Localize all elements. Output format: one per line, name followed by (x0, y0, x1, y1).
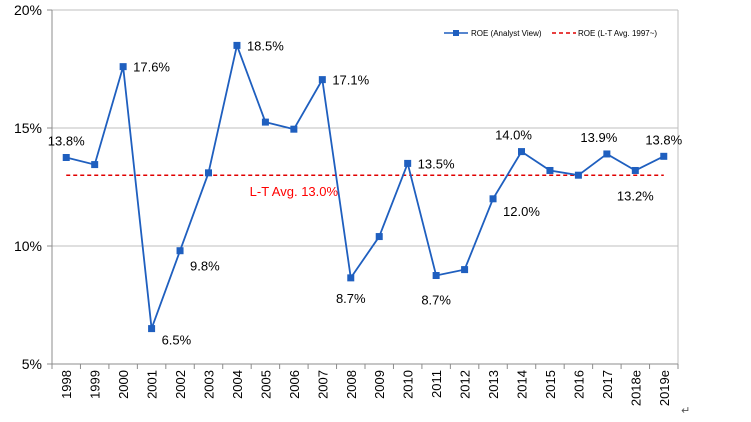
roe-point (375, 233, 383, 241)
roe-point (148, 325, 156, 333)
x-tick-label: 2013 (486, 370, 501, 399)
roe-line (66, 42, 665, 329)
x-tick-label: 2005 (258, 370, 273, 399)
roe-point (603, 150, 611, 158)
roe-point (461, 266, 469, 274)
data-label: 18.5% (247, 38, 284, 53)
x-tick-label: 2009 (372, 370, 387, 399)
roe-point (347, 274, 355, 282)
return-mark-icon: ↵ (681, 404, 691, 417)
x-tick-label: 1998 (59, 370, 74, 399)
legend-avg-label: ROE (L-T Avg. 1997~) (578, 29, 657, 38)
y-tick-label: 10% (14, 238, 42, 254)
x-tick-label: 2002 (173, 370, 188, 399)
roe-point (91, 161, 99, 169)
x-tick-label: 2011 (429, 370, 444, 398)
roe-point (574, 171, 582, 179)
legend-roe-marker (453, 30, 459, 36)
roe-point (62, 154, 70, 161)
legend-roe-label: ROE (Analyst View) (471, 29, 542, 38)
roe-point (518, 148, 525, 156)
roe-point (119, 63, 127, 71)
x-tick-label: 2015 (543, 370, 558, 399)
roe-point (660, 152, 668, 160)
roe-point (233, 41, 241, 49)
roe-point (261, 118, 269, 126)
data-label: 9.8% (190, 259, 220, 274)
roe-point (432, 272, 440, 279)
roe-point (205, 169, 212, 177)
data-label: 8.7% (336, 291, 366, 306)
data-label: 13.5% (418, 156, 455, 171)
roe-point (318, 76, 326, 84)
roe-point (404, 159, 412, 167)
data-label: 13.8% (645, 132, 682, 147)
x-tick-label: 2019e (657, 370, 672, 406)
average-line: L-T Avg. 13.0% (66, 174, 664, 199)
y-axis: 5% 10% 15% 20% (14, 2, 52, 372)
data-label: 13.8% (48, 134, 85, 149)
x-tick-label: 2003 (202, 370, 217, 399)
x-tick-label: 2017 (600, 370, 615, 399)
y-tick-label: 5% (22, 356, 42, 372)
roe-point (290, 125, 298, 133)
data-label: 13.9% (580, 130, 617, 145)
data-label: 14.0% (495, 128, 532, 143)
y-tick-label: 20% (14, 2, 42, 18)
data-label: 13.2% (617, 188, 654, 203)
x-axis: 1998 1999 2000 2001 2002 2003 2004 2005 2006 2007… (51, 364, 679, 406)
x-tick-label: 2018e (628, 370, 643, 406)
data-label: 17.6% (133, 60, 170, 75)
roe-point (546, 166, 554, 174)
x-tick-label: 2008 (344, 370, 359, 399)
x-tick-label: 2000 (116, 370, 131, 399)
x-tick-label: 2004 (230, 370, 245, 399)
data-label: 6.5% (162, 333, 192, 348)
x-tick-label: 2010 (401, 370, 416, 399)
roe-point (176, 247, 184, 255)
data-label: 8.7% (421, 293, 451, 308)
x-tick-label: 2007 (315, 370, 330, 399)
x-tick-label: 2006 (287, 370, 302, 399)
x-tick-label: 1999 (88, 370, 103, 399)
y-tick-label: 15% (14, 120, 42, 136)
roe-point (489, 195, 497, 203)
data-label: 12.0% (503, 204, 540, 219)
x-tick-label: 2001 (145, 370, 160, 399)
roe-series (62, 41, 668, 333)
data-labels: 13.8% 17.6% 6.5% 9.8% 18.5% 17.1% 8.7% 13.5% 8.7… (48, 38, 683, 347)
data-label: 17.1% (332, 73, 369, 88)
x-tick-label: 2012 (458, 370, 473, 399)
legend: ROE (Analyst View) ROE (L-T Avg. 1997~) (444, 29, 657, 38)
lt-average-label: L-T Avg. 13.0% (250, 184, 339, 199)
x-tick-label: 2016 (571, 370, 586, 399)
roe-point (631, 166, 639, 174)
x-tick-label: 2014 (515, 370, 530, 399)
